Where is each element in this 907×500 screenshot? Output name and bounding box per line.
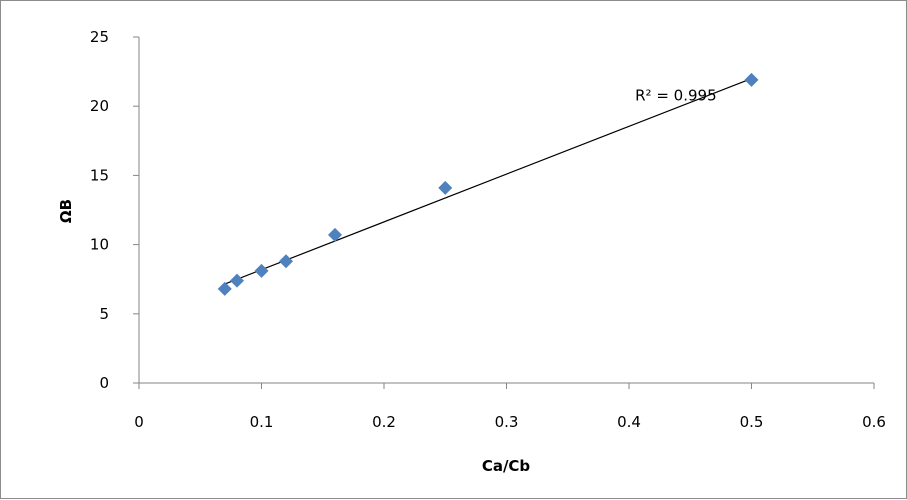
axes: 0 0.1 0.2 0.3 0.4 0.5 0.6 0 5 10 15 20 25	[90, 28, 886, 431]
x-tick-label: 0.4	[617, 413, 641, 431]
trendline	[224, 77, 752, 285]
data-point	[744, 72, 759, 87]
labels: Ca/Cb ΩB R² = 0.995	[57, 87, 717, 475]
data-point	[230, 273, 244, 288]
x-tick-label: 0	[134, 413, 144, 431]
x-tick-label: 0.5	[740, 413, 764, 431]
x-tick-label: 0.6	[862, 413, 886, 431]
y-tick-label: 0	[99, 374, 109, 392]
x-tick-label: 0.2	[372, 413, 396, 431]
y-tick-label: 20	[90, 97, 109, 115]
y-axis-title: ΩB	[57, 199, 75, 223]
data-point	[279, 254, 293, 269]
trendline-layer	[224, 77, 752, 285]
x-tick-label: 0.3	[495, 413, 519, 431]
x-axis-title: Ca/Cb	[482, 457, 531, 475]
data-point	[217, 281, 232, 296]
x-tick-label: 0.1	[250, 413, 274, 431]
data-point	[438, 180, 453, 195]
data-point	[254, 263, 269, 278]
y-tick-label: 15	[90, 166, 109, 184]
y-tick-label: 25	[90, 28, 109, 46]
r-squared-annotation: R² = 0.995	[635, 87, 716, 105]
data-points	[217, 72, 759, 296]
data-point	[328, 227, 342, 242]
y-tick-label: 10	[90, 236, 109, 254]
y-tick-label: 5	[99, 305, 109, 323]
